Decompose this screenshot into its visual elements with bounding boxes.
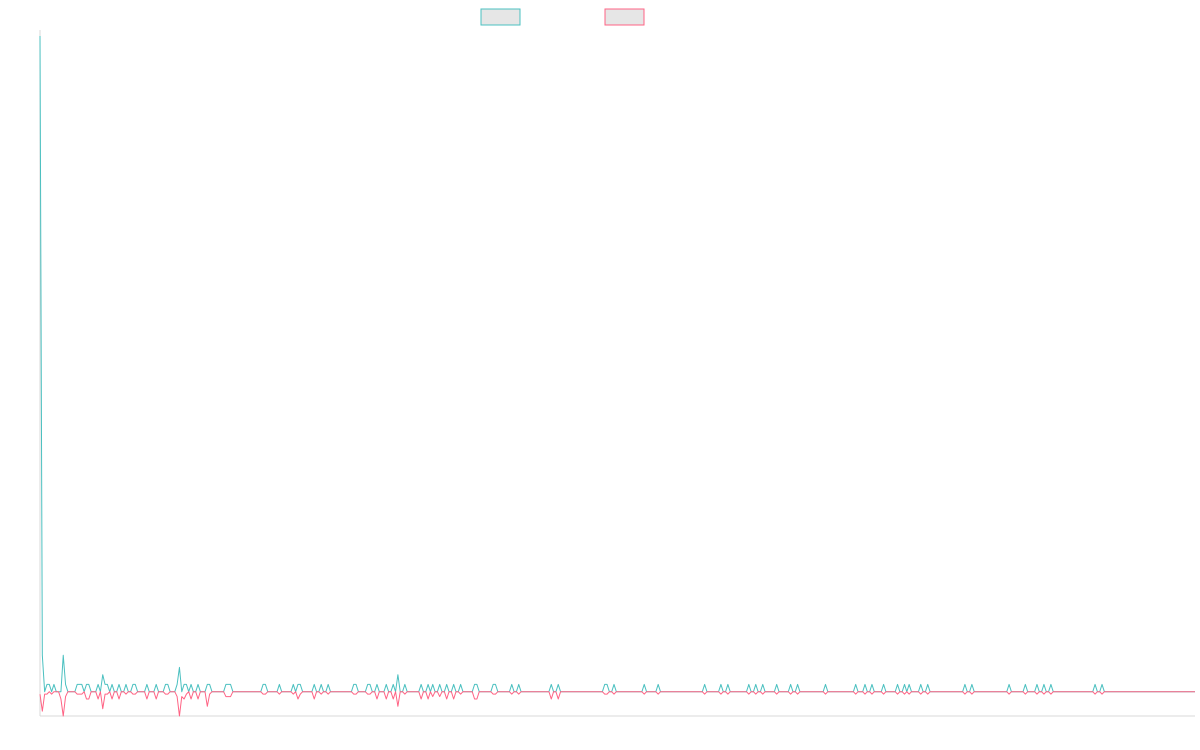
legend-swatch-1[interactable] <box>480 8 521 26</box>
series-line-2 <box>39 691 1195 717</box>
legend-swatch-2[interactable] <box>604 8 645 26</box>
series-layer <box>39 35 1195 717</box>
legend <box>480 8 645 26</box>
series-line-1 <box>39 35 1195 693</box>
